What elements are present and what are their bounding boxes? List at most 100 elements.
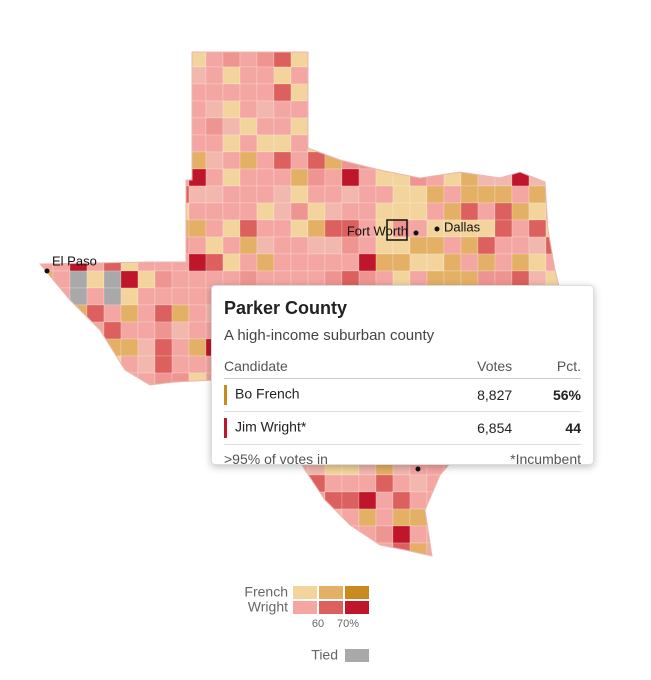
county <box>171 508 190 527</box>
county <box>137 508 156 527</box>
county <box>86 338 105 357</box>
county <box>324 508 343 527</box>
county <box>137 491 156 510</box>
county <box>563 509 580 526</box>
county <box>528 219 547 238</box>
county <box>477 185 496 204</box>
county <box>86 406 105 425</box>
county <box>154 406 173 425</box>
county <box>494 66 513 85</box>
county <box>205 474 224 493</box>
county <box>341 100 360 119</box>
county <box>511 542 530 556</box>
county <box>341 474 360 493</box>
county <box>239 117 258 136</box>
county <box>69 219 88 238</box>
county <box>223 560 240 577</box>
county <box>120 321 139 340</box>
county <box>239 253 258 272</box>
county <box>222 52 241 68</box>
county <box>375 185 394 204</box>
county <box>137 66 156 85</box>
county <box>222 168 241 187</box>
county <box>205 100 224 119</box>
county <box>477 168 496 187</box>
county <box>103 287 122 306</box>
county <box>392 508 411 527</box>
county <box>511 202 530 221</box>
county <box>222 83 241 102</box>
county <box>171 270 190 289</box>
county <box>563 152 580 169</box>
county <box>205 236 224 255</box>
county <box>137 355 156 374</box>
footnote: >95% of votes in <box>224 451 328 467</box>
legend-swatch <box>293 601 317 614</box>
county <box>52 83 71 102</box>
county <box>307 185 326 204</box>
legend-swatch <box>319 601 343 614</box>
county <box>171 304 190 323</box>
county <box>86 117 105 136</box>
county <box>154 389 173 408</box>
county <box>563 50 580 67</box>
county <box>409 151 428 170</box>
county <box>40 321 54 340</box>
county <box>52 185 71 204</box>
county <box>511 253 530 272</box>
county <box>426 542 445 556</box>
county <box>137 134 156 153</box>
county <box>120 440 139 459</box>
county <box>120 372 139 391</box>
county <box>563 237 580 254</box>
county <box>426 117 445 136</box>
county <box>69 355 88 374</box>
county <box>222 474 241 493</box>
county <box>120 185 139 204</box>
county <box>563 254 580 271</box>
county <box>222 491 241 510</box>
county <box>188 185 207 204</box>
county <box>426 508 445 527</box>
county <box>103 474 122 493</box>
county <box>545 100 560 119</box>
county <box>154 304 173 323</box>
county <box>443 134 462 153</box>
tooltip-subtitle: A high-income suburban county <box>224 327 435 344</box>
county <box>69 372 88 391</box>
county <box>273 134 292 153</box>
county <box>86 389 105 408</box>
county <box>426 202 445 221</box>
county <box>103 66 122 85</box>
county <box>120 406 139 425</box>
county <box>494 134 513 153</box>
county <box>358 66 377 85</box>
county <box>443 66 462 85</box>
county <box>477 202 496 221</box>
county <box>460 168 479 187</box>
county <box>307 542 326 556</box>
results-table: Candidate Votes Pct. Bo French 8,827 56%… <box>224 354 581 445</box>
county <box>222 134 241 153</box>
county <box>40 168 54 187</box>
county <box>256 168 275 187</box>
county <box>137 372 156 391</box>
county <box>120 270 139 289</box>
county <box>528 100 547 119</box>
county <box>274 560 291 577</box>
county <box>86 100 105 119</box>
county <box>477 491 496 510</box>
county <box>392 491 411 510</box>
county <box>256 83 275 102</box>
county <box>426 134 445 153</box>
county <box>290 253 309 272</box>
county <box>171 287 190 306</box>
county <box>222 66 241 85</box>
county <box>188 440 207 459</box>
county <box>307 100 326 119</box>
county <box>256 151 275 170</box>
county <box>86 287 105 306</box>
legend-swatch <box>345 586 369 599</box>
county <box>40 372 54 391</box>
county <box>40 525 54 544</box>
